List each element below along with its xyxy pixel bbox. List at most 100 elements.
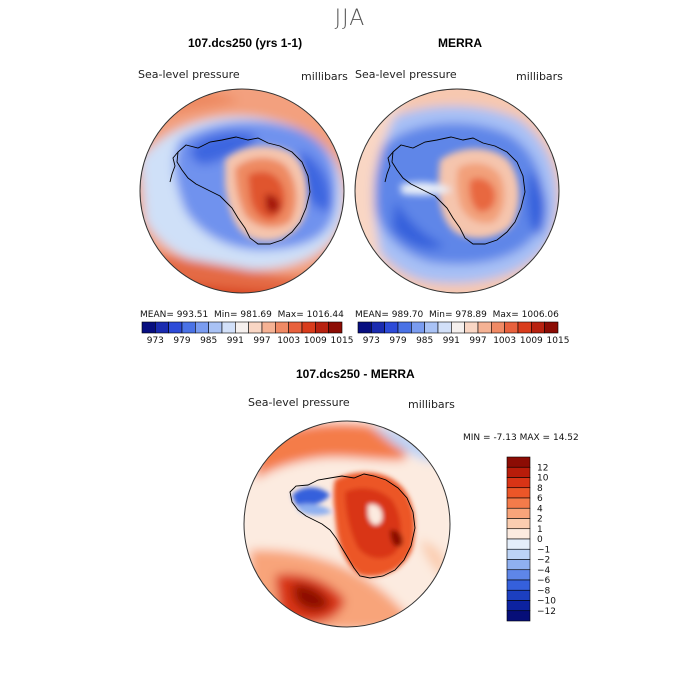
colorbar-swatch [168,321,183,334]
colorbar-tick-label: 6 [537,494,543,504]
colorbar-tick-label: 2 [537,515,543,525]
diff-min: -7.13 [493,433,517,443]
diff-map [244,421,450,627]
diff-min-label: MIN = [463,433,491,443]
panel2-stats: MEAN= 989.70 Min= 978.89 Max= 1006.06 [355,310,559,320]
colorbar-swatch [531,321,545,334]
colorbar-swatch [288,321,303,334]
colorbar-tick-label: 991 [443,336,460,346]
diff-variable: Sea-level pressure [248,396,350,409]
panel2-mean-label: MEAN= [355,310,389,320]
colorbar-swatch [424,321,439,334]
figure-title: JJA [334,6,366,31]
colorbar-swatch [261,321,276,334]
colorbar-tick-label: 4 [537,504,543,514]
colorbar-tick-label: 1003 [277,336,300,346]
colorbar-swatch [275,321,289,334]
colorbar-swatch [506,569,531,581]
colorbar-swatch [506,528,531,540]
diff-title: 107.dcs250 - MERRA [296,367,415,381]
panel2-max-label: Max= [492,310,519,320]
colorbar-swatch [506,507,531,519]
colorbar-tick-label: −8 [537,586,551,596]
panel1-stats: MEAN= 993.51 Min= 981.69 Max= 1016.44 [140,310,344,320]
colorbar-swatch [506,538,531,550]
panel1-units: millibars [301,70,348,83]
panel2-min: 978.89 [455,310,487,320]
panel2-title: MERRA [438,36,482,50]
panel1-max-label: Max= [277,310,304,320]
panel1-max: 1016.44 [306,310,344,320]
colorbar-swatch [371,321,385,334]
colorbar-tick-label: 8 [537,484,543,494]
colorbar-swatch [301,321,316,334]
colorbar-swatch [544,321,559,334]
colorbar-swatch [506,600,531,612]
colorbar-tick-label: 985 [200,336,217,346]
panel2-colorbar: 973 979 985 991 997 1003 1009 1015 [357,321,570,346]
colorbar-tick-label: 973 [147,336,164,346]
diff-units: millibars [408,398,455,411]
diff-max: 14.52 [552,433,579,443]
colorbar-swatch [235,321,249,334]
panel1-variable: Sea-level pressure [138,68,240,81]
colorbar-swatch [315,321,329,334]
colorbar-tick-label: 1009 [520,336,543,346]
colorbar-swatch [141,321,156,334]
colorbar-tick-label: 997 [469,336,486,346]
diff-max-label: MAX = [519,433,551,443]
colorbar-swatch [506,610,531,622]
colorbar-tick-label: 1015 [331,336,354,346]
colorbar-tick-label: 979 [389,336,406,346]
colorbar-swatch [221,321,236,334]
colorbar-swatch [506,548,531,560]
panel1-title: 107.dcs250 (yrs 1-1) [188,36,303,50]
colorbar-swatch [506,466,531,478]
colorbar-swatch [506,456,531,468]
colorbar-tick-label: 1015 [547,336,570,346]
colorbar-tick-label: 0 [537,535,543,545]
colorbar-swatch [384,321,399,334]
panel2-variable: Sea-level pressure [355,68,457,81]
colorbar-swatch [208,321,223,334]
panel1-mean: 993.51 [176,310,209,320]
colorbar-swatch [477,321,492,334]
panel1-min: 981.69 [240,310,272,320]
colorbar-swatch [357,321,372,334]
colorbar-swatch [451,321,465,334]
colorbar-swatch [506,518,531,530]
colorbar-tick-label: 1 [537,525,543,535]
panel1-map [140,89,344,293]
colorbar-tick-label: 1003 [493,336,516,346]
panel1-colorbar: 973 979 985 991 997 1003 1009 1015 [141,321,354,346]
colorbar-swatch [437,321,452,334]
panel2-units: millibars [516,70,563,83]
colorbar-tick-label: 10 [537,474,549,484]
panel2-max: 1006.06 [521,310,559,320]
colorbar-swatch [181,321,196,334]
colorbar-tick-label: −1 [537,545,550,555]
colorbar-swatch [506,487,531,499]
colorbar-tick-label: 12 [537,463,548,473]
colorbar-tick-label: 985 [416,336,433,346]
panel1-min-label: Min= [214,310,238,320]
colorbar-swatch [328,321,343,334]
colorbar-swatch [504,321,519,334]
colorbar-tick-label: 1009 [304,336,327,346]
colorbar-swatch [248,321,263,334]
colorbar-swatch [397,321,412,334]
panel2-min-label: Min= [429,310,453,320]
panel2-mean: 989.70 [391,310,424,320]
colorbar-tick-label: 997 [253,336,270,346]
colorbar-tick-label: 991 [227,336,244,346]
colorbar-swatch [506,477,531,489]
colorbar-tick-label: −12 [537,607,556,617]
colorbar-swatch [195,321,209,334]
colorbar-tick-label: −2 [537,556,550,566]
panel2-map [355,89,559,293]
colorbar-swatch [155,321,169,334]
colorbar-swatch [491,321,505,334]
colorbar-tick-label: 979 [173,336,190,346]
colorbar-tick-label: −10 [537,597,556,607]
